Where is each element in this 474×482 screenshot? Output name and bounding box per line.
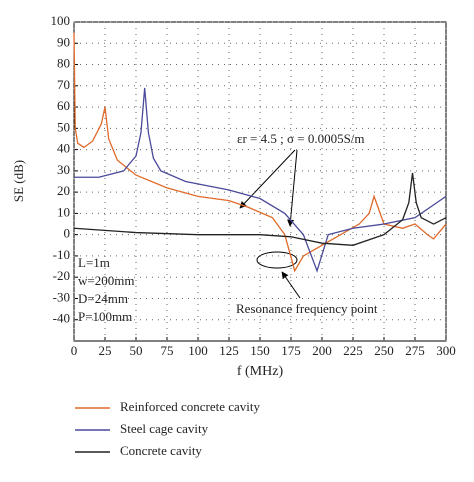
legend-label: Steel cage cavity xyxy=(120,421,209,436)
annotation: L=1m xyxy=(78,255,110,270)
x-tick-label: 25 xyxy=(99,343,112,358)
x-tick-label: 0 xyxy=(71,343,78,358)
y-tick-label: 70 xyxy=(57,77,70,92)
y-tick-label: 80 xyxy=(57,56,70,71)
arrow xyxy=(239,149,296,209)
plot-frame xyxy=(73,21,447,342)
y-tick-label: 20 xyxy=(57,183,70,198)
x-tick-label: 100 xyxy=(188,343,208,358)
legend-label: Concrete cavity xyxy=(120,443,202,458)
y-tick-label: -10 xyxy=(53,247,70,262)
annotation: εr = 4.5 ; σ = 0.0005S/m xyxy=(237,131,365,146)
y-tick-label: 30 xyxy=(57,162,70,177)
arrow xyxy=(281,271,301,299)
ellipse xyxy=(256,251,298,269)
annotation: w=200mm xyxy=(78,273,134,288)
series-line xyxy=(73,32,447,273)
x-axis-label: f (MHz) xyxy=(237,364,284,379)
annotation: D=24mm xyxy=(78,291,128,306)
x-tick-label: 50 xyxy=(130,343,143,358)
y-tick-label: -20 xyxy=(53,268,70,283)
x-tick-label: 225 xyxy=(343,343,363,358)
y-tick-label: 90 xyxy=(57,34,70,49)
y-tick-label: 50 xyxy=(57,119,70,134)
y-axis-label: SE (dB) xyxy=(11,160,26,202)
y-tick-label: 0 xyxy=(64,226,71,241)
annotation: Resonance frequency point xyxy=(236,301,378,316)
x-tick-label: 300 xyxy=(436,343,456,358)
x-tick-label: 125 xyxy=(219,343,239,358)
legend-label: Reinforced concrete cavity xyxy=(120,399,261,414)
arrow xyxy=(287,149,298,227)
y-tick-label: 100 xyxy=(51,13,71,28)
x-tick-label: 275 xyxy=(405,343,425,358)
x-tick-label: 250 xyxy=(374,343,394,358)
y-tick-label: -30 xyxy=(53,289,70,304)
x-tick-label: 175 xyxy=(281,343,301,358)
y-tick-label: 60 xyxy=(57,98,70,113)
series-line xyxy=(74,87,447,273)
x-tick-label: 200 xyxy=(312,343,332,358)
series-line xyxy=(73,172,447,246)
y-tick-label: -40 xyxy=(53,311,70,326)
y-tick-label: 10 xyxy=(57,204,70,219)
x-tick-label: 75 xyxy=(161,343,174,358)
x-tick-label: 150 xyxy=(250,343,270,358)
y-tick-label: 40 xyxy=(57,141,70,156)
